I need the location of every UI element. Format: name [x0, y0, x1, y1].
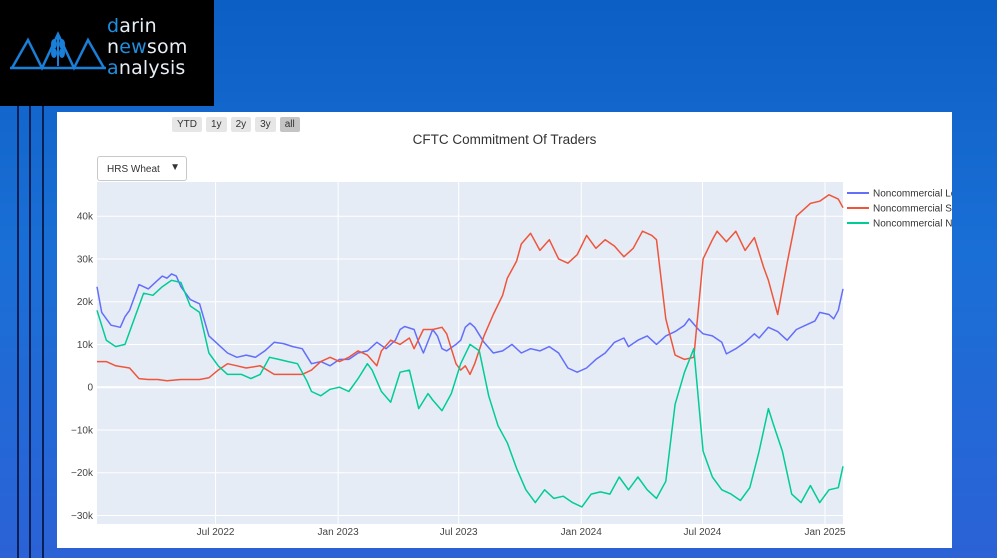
legend-label-1: Noncommercial Long — [873, 189, 952, 200]
mountain-wheat-logo-icon — [10, 31, 106, 71]
y-tick-label: 20k — [77, 297, 94, 308]
divider-line — [29, 106, 31, 558]
range-button-2y[interactable]: 2y — [230, 117, 252, 132]
range-button-1y[interactable]: 1y — [206, 117, 227, 132]
grid-lines — [97, 182, 843, 524]
range-button-3y[interactable]: 3y — [255, 117, 276, 132]
x-tick-label: Jan 2025 — [804, 527, 846, 538]
divider-line — [42, 106, 44, 558]
y-tick-label: −30k — [71, 511, 94, 522]
range-button-ytd[interactable]: YTD — [172, 117, 202, 132]
dropdown-arrow-icon: ▼ — [170, 162, 180, 173]
y-tick-label: −10k — [71, 425, 94, 436]
y-tick-label: 10k — [77, 340, 94, 351]
plot-area — [97, 182, 843, 524]
y-tick-label: 30k — [77, 254, 94, 265]
chart-title: CFTC Commitment Of Traders — [412, 132, 597, 147]
cot-line-chart: 40k 30k 20k 10k 0 −10k −20k −30k Jul 2022 Jan 202… — [71, 182, 952, 538]
y-tick-label: 40k — [77, 212, 94, 223]
logo: darin newsom analysis — [0, 0, 214, 106]
legend-label-3: Noncommercial Net — [873, 219, 952, 230]
logo-line-1: darin — [107, 15, 157, 37]
chart-panel: YTD 1y 2y 3y all CFTC Commitment Of Trad… — [57, 112, 952, 548]
range-selector: YTD 1y 2y 3y all — [172, 117, 300, 132]
series-line-2 — [97, 194, 844, 382]
series-lines — [96, 194, 844, 508]
y-tick-label: −20k — [71, 468, 94, 479]
x-tick-label: Jul 2024 — [684, 527, 722, 538]
x-tick-label: Jul 2023 — [440, 527, 478, 538]
range-button-all[interactable]: all — [279, 117, 300, 132]
x-tick-label: Jan 2023 — [318, 527, 360, 538]
x-tick-label: Jan 2024 — [561, 527, 603, 538]
legend: Noncommercial Long Noncommercial Short Non… — [847, 189, 952, 230]
logo-wordmark: darin newsom analysis — [107, 16, 188, 79]
y-tick-label: 0 — [87, 383, 93, 394]
axis-labels: 40k 30k 20k 10k 0 −10k −20k −30k Jul 2022 Jan 202… — [71, 212, 846, 538]
logo-line-2: newsom — [107, 36, 188, 58]
x-tick-label: Jul 2022 — [197, 527, 235, 538]
series-line-3 — [96, 279, 844, 508]
dropdown-selected-value: HRS Wheat — [107, 164, 160, 175]
legend-label-2: Noncommercial Short — [873, 204, 952, 215]
commodity-dropdown[interactable]: HRS Wheat ▼ — [97, 156, 187, 181]
divider-line — [17, 106, 19, 558]
logo-line-3: analysis — [107, 57, 186, 79]
series-line-1 — [96, 273, 844, 373]
